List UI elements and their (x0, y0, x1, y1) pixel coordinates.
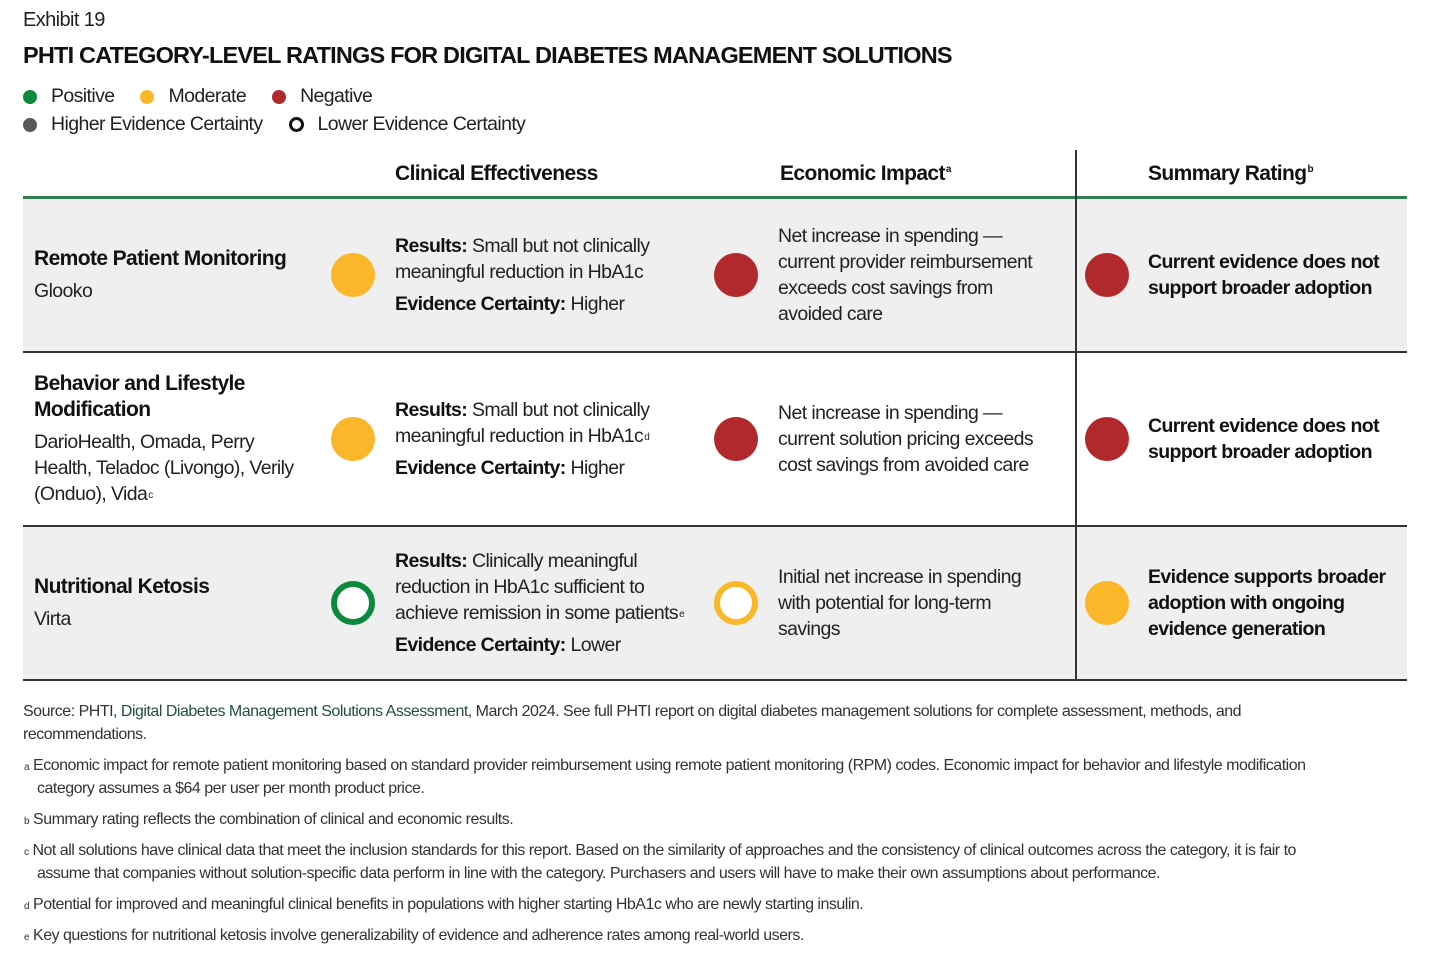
clinical-results: Results: Small but not clinically meanin… (395, 399, 650, 447)
footnote-c: c Not all solutions have clinical data t… (24, 842, 1296, 882)
economic-text: Net increase in spending — current solut… (778, 402, 1034, 476)
hollow-dot-icon (288, 117, 304, 132)
summary-rating-negative-higher-icon (1085, 253, 1129, 297)
header-economic: Economic Impacta (780, 162, 951, 185)
source-note: Source: PHTI, Digital Diabetes Managemen… (23, 703, 1242, 743)
economic-rating-moderate-lower-icon (714, 581, 758, 625)
clinical-results: Results: Clinically meaningful reduction… (395, 550, 685, 624)
clinical-cell: Results: Clinically meaningful reduction… (395, 527, 700, 679)
clinical-cell: Results: Small but not clinically meanin… (395, 199, 700, 351)
legend-positive: Positive (51, 85, 115, 107)
economic-text: Initial net increase in spending with po… (778, 566, 1022, 640)
summary-text: Current evidence does not support broade… (1148, 415, 1380, 463)
category-name: Behavior and Lifestyle Modification (34, 372, 245, 421)
summary-cell: Evidence supports broader adoption with … (1148, 527, 1388, 679)
category-cell: Remote Patient Monitoring Glooko (34, 199, 314, 351)
category-name: Nutritional Ketosis (34, 575, 210, 598)
economic-cell: Initial net increase in spending with po… (778, 527, 1053, 679)
positive-dot-icon (23, 89, 37, 104)
solution-names: Virta (34, 608, 71, 630)
summary-cell: Current evidence does not support broade… (1148, 199, 1388, 351)
solution-names: Glooko (34, 280, 93, 302)
table-bottom-rule (23, 679, 1407, 681)
legend-higher: Higher Evidence Certainty (51, 113, 263, 135)
legend-moderate: Moderate (168, 85, 247, 107)
row-divider (23, 525, 1407, 527)
economic-cell: Net increase in spending — current solut… (778, 353, 1053, 525)
exhibit-label: Exhibit 19 (23, 9, 105, 31)
summary-cell: Current evidence does not support broade… (1148, 353, 1388, 525)
legend-rating: Positive Moderate Negative (23, 85, 398, 108)
category-name: Remote Patient Monitoring (34, 247, 287, 270)
footnote-a: a Economic impact for remote patient mon… (24, 757, 1306, 797)
clinical-rating-positive-lower-icon (331, 581, 375, 625)
filled-dot-icon (23, 117, 37, 132)
summary-text: Current evidence does not support broade… (1148, 251, 1380, 299)
economic-rating-negative-higher-icon (714, 417, 758, 461)
header-clinical: Clinical Effectiveness (395, 162, 598, 185)
summary-rating-negative-higher-icon (1085, 417, 1129, 461)
legend-lower: Lower Evidence Certainty (317, 113, 526, 135)
footnote-b: b Summary rating reflects the combinatio… (24, 811, 514, 828)
footnote-e: e Key questions for nutritional ketosis … (24, 927, 804, 944)
clinical-certainty: Evidence Certainty: Lower (395, 634, 621, 656)
economic-rating-negative-higher-icon (714, 253, 758, 297)
moderate-dot-icon (140, 89, 155, 104)
economic-cell: Net increase in spending — current provi… (778, 199, 1053, 351)
negative-dot-icon (272, 89, 287, 104)
header-rule (23, 196, 1407, 199)
legend-negative: Negative (300, 85, 373, 107)
source-link[interactable]: Digital Diabetes Management Solutions As… (120, 703, 468, 720)
clinical-certainty: Evidence Certainty: Higher (395, 293, 625, 315)
clinical-rating-moderate-higher-icon (331, 417, 375, 461)
legend-certainty: Higher Evidence Certainty Lower Evidence… (23, 113, 551, 136)
solution-names: DarioHealth, Omada, Perry Health, Telado… (34, 431, 294, 505)
clinical-results: Results: Small but not clinically meanin… (395, 235, 650, 283)
clinical-rating-moderate-higher-icon (331, 253, 375, 297)
footnote-d: d Potential for improved and meaningful … (24, 896, 864, 913)
clinical-cell: Results: Small but not clinically meanin… (395, 353, 700, 525)
summary-divider (1075, 150, 1077, 680)
category-cell: Behavior and Lifestyle Modification Dari… (34, 353, 314, 525)
row-divider (23, 351, 1407, 353)
economic-text: Net increase in spending — current provi… (778, 225, 1033, 325)
summary-rating-moderate-higher-icon (1085, 581, 1129, 625)
summary-text: Evidence supports broader adoption with … (1148, 566, 1386, 640)
category-cell: Nutritional Ketosis Virta (34, 527, 314, 679)
clinical-certainty: Evidence Certainty: Higher (395, 457, 625, 479)
header-summary: Summary Ratingb (1148, 162, 1314, 185)
page-title: PHTI CATEGORY-LEVEL RATINGS FOR DIGITAL … (23, 42, 953, 68)
